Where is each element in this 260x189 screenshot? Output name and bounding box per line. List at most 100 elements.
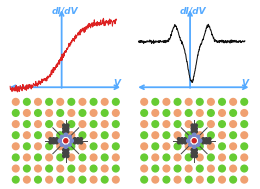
Circle shape — [68, 165, 75, 172]
Circle shape — [68, 98, 75, 105]
Circle shape — [12, 98, 19, 105]
Circle shape — [202, 141, 205, 144]
Circle shape — [219, 165, 225, 172]
Circle shape — [163, 176, 170, 183]
Circle shape — [192, 133, 196, 137]
Circle shape — [63, 138, 69, 144]
Circle shape — [113, 143, 119, 150]
Circle shape — [63, 127, 66, 130]
Circle shape — [241, 143, 248, 150]
Circle shape — [191, 138, 197, 144]
Circle shape — [35, 154, 41, 161]
Circle shape — [70, 139, 73, 143]
Circle shape — [219, 143, 225, 150]
Circle shape — [64, 145, 68, 148]
Circle shape — [194, 148, 197, 151]
Circle shape — [58, 139, 62, 143]
Circle shape — [68, 135, 71, 138]
Circle shape — [101, 143, 108, 150]
Circle shape — [55, 141, 58, 144]
Circle shape — [24, 110, 30, 116]
Circle shape — [12, 176, 19, 183]
Circle shape — [185, 121, 192, 127]
Circle shape — [35, 132, 41, 139]
Circle shape — [152, 110, 159, 116]
Circle shape — [174, 176, 181, 183]
Circle shape — [90, 121, 97, 127]
Circle shape — [197, 135, 200, 138]
Circle shape — [46, 110, 53, 116]
Circle shape — [90, 98, 97, 105]
Circle shape — [79, 143, 86, 150]
Circle shape — [49, 138, 52, 141]
Circle shape — [57, 110, 63, 116]
Circle shape — [101, 110, 108, 116]
Circle shape — [180, 141, 184, 144]
Circle shape — [24, 98, 30, 105]
Circle shape — [230, 176, 236, 183]
Circle shape — [57, 165, 63, 172]
Circle shape — [198, 139, 202, 143]
Circle shape — [57, 132, 63, 139]
Text: V: V — [242, 79, 249, 88]
Circle shape — [24, 143, 30, 150]
Circle shape — [184, 138, 186, 141]
Circle shape — [90, 132, 97, 139]
Circle shape — [57, 121, 63, 127]
Circle shape — [185, 165, 192, 172]
Circle shape — [101, 121, 108, 127]
Circle shape — [12, 165, 19, 172]
Circle shape — [163, 154, 170, 161]
Circle shape — [152, 132, 159, 139]
Circle shape — [52, 141, 55, 144]
Circle shape — [141, 176, 147, 183]
Circle shape — [230, 154, 236, 161]
Circle shape — [152, 176, 159, 183]
Circle shape — [197, 143, 200, 146]
Circle shape — [197, 165, 203, 172]
Circle shape — [152, 143, 159, 150]
Circle shape — [241, 165, 248, 172]
Circle shape — [174, 143, 181, 150]
Circle shape — [194, 152, 197, 154]
Circle shape — [35, 98, 41, 105]
Circle shape — [192, 139, 196, 143]
Circle shape — [46, 132, 53, 139]
Circle shape — [163, 110, 170, 116]
Text: dI/dV: dI/dV — [180, 6, 206, 15]
Circle shape — [207, 165, 214, 172]
Circle shape — [163, 98, 170, 105]
Circle shape — [101, 132, 108, 139]
Circle shape — [207, 121, 214, 127]
Circle shape — [46, 143, 53, 150]
Circle shape — [57, 176, 63, 183]
Circle shape — [197, 132, 203, 139]
Circle shape — [152, 154, 159, 161]
Circle shape — [76, 138, 80, 141]
Circle shape — [76, 141, 80, 144]
Circle shape — [207, 110, 214, 116]
Circle shape — [52, 138, 55, 141]
Circle shape — [80, 141, 83, 144]
Circle shape — [191, 148, 194, 151]
Circle shape — [194, 155, 197, 158]
Circle shape — [63, 148, 66, 151]
Circle shape — [141, 143, 147, 150]
Circle shape — [66, 127, 69, 130]
Circle shape — [163, 132, 170, 139]
Circle shape — [241, 110, 248, 116]
Circle shape — [66, 155, 69, 158]
Circle shape — [219, 176, 225, 183]
Circle shape — [79, 154, 86, 161]
Circle shape — [66, 148, 69, 151]
Circle shape — [197, 110, 203, 116]
Circle shape — [241, 98, 248, 105]
Circle shape — [79, 121, 86, 127]
Circle shape — [191, 127, 194, 130]
Circle shape — [46, 154, 53, 161]
Circle shape — [152, 98, 159, 105]
Circle shape — [101, 176, 108, 183]
Circle shape — [163, 121, 170, 127]
Circle shape — [194, 127, 197, 130]
Circle shape — [46, 98, 53, 105]
